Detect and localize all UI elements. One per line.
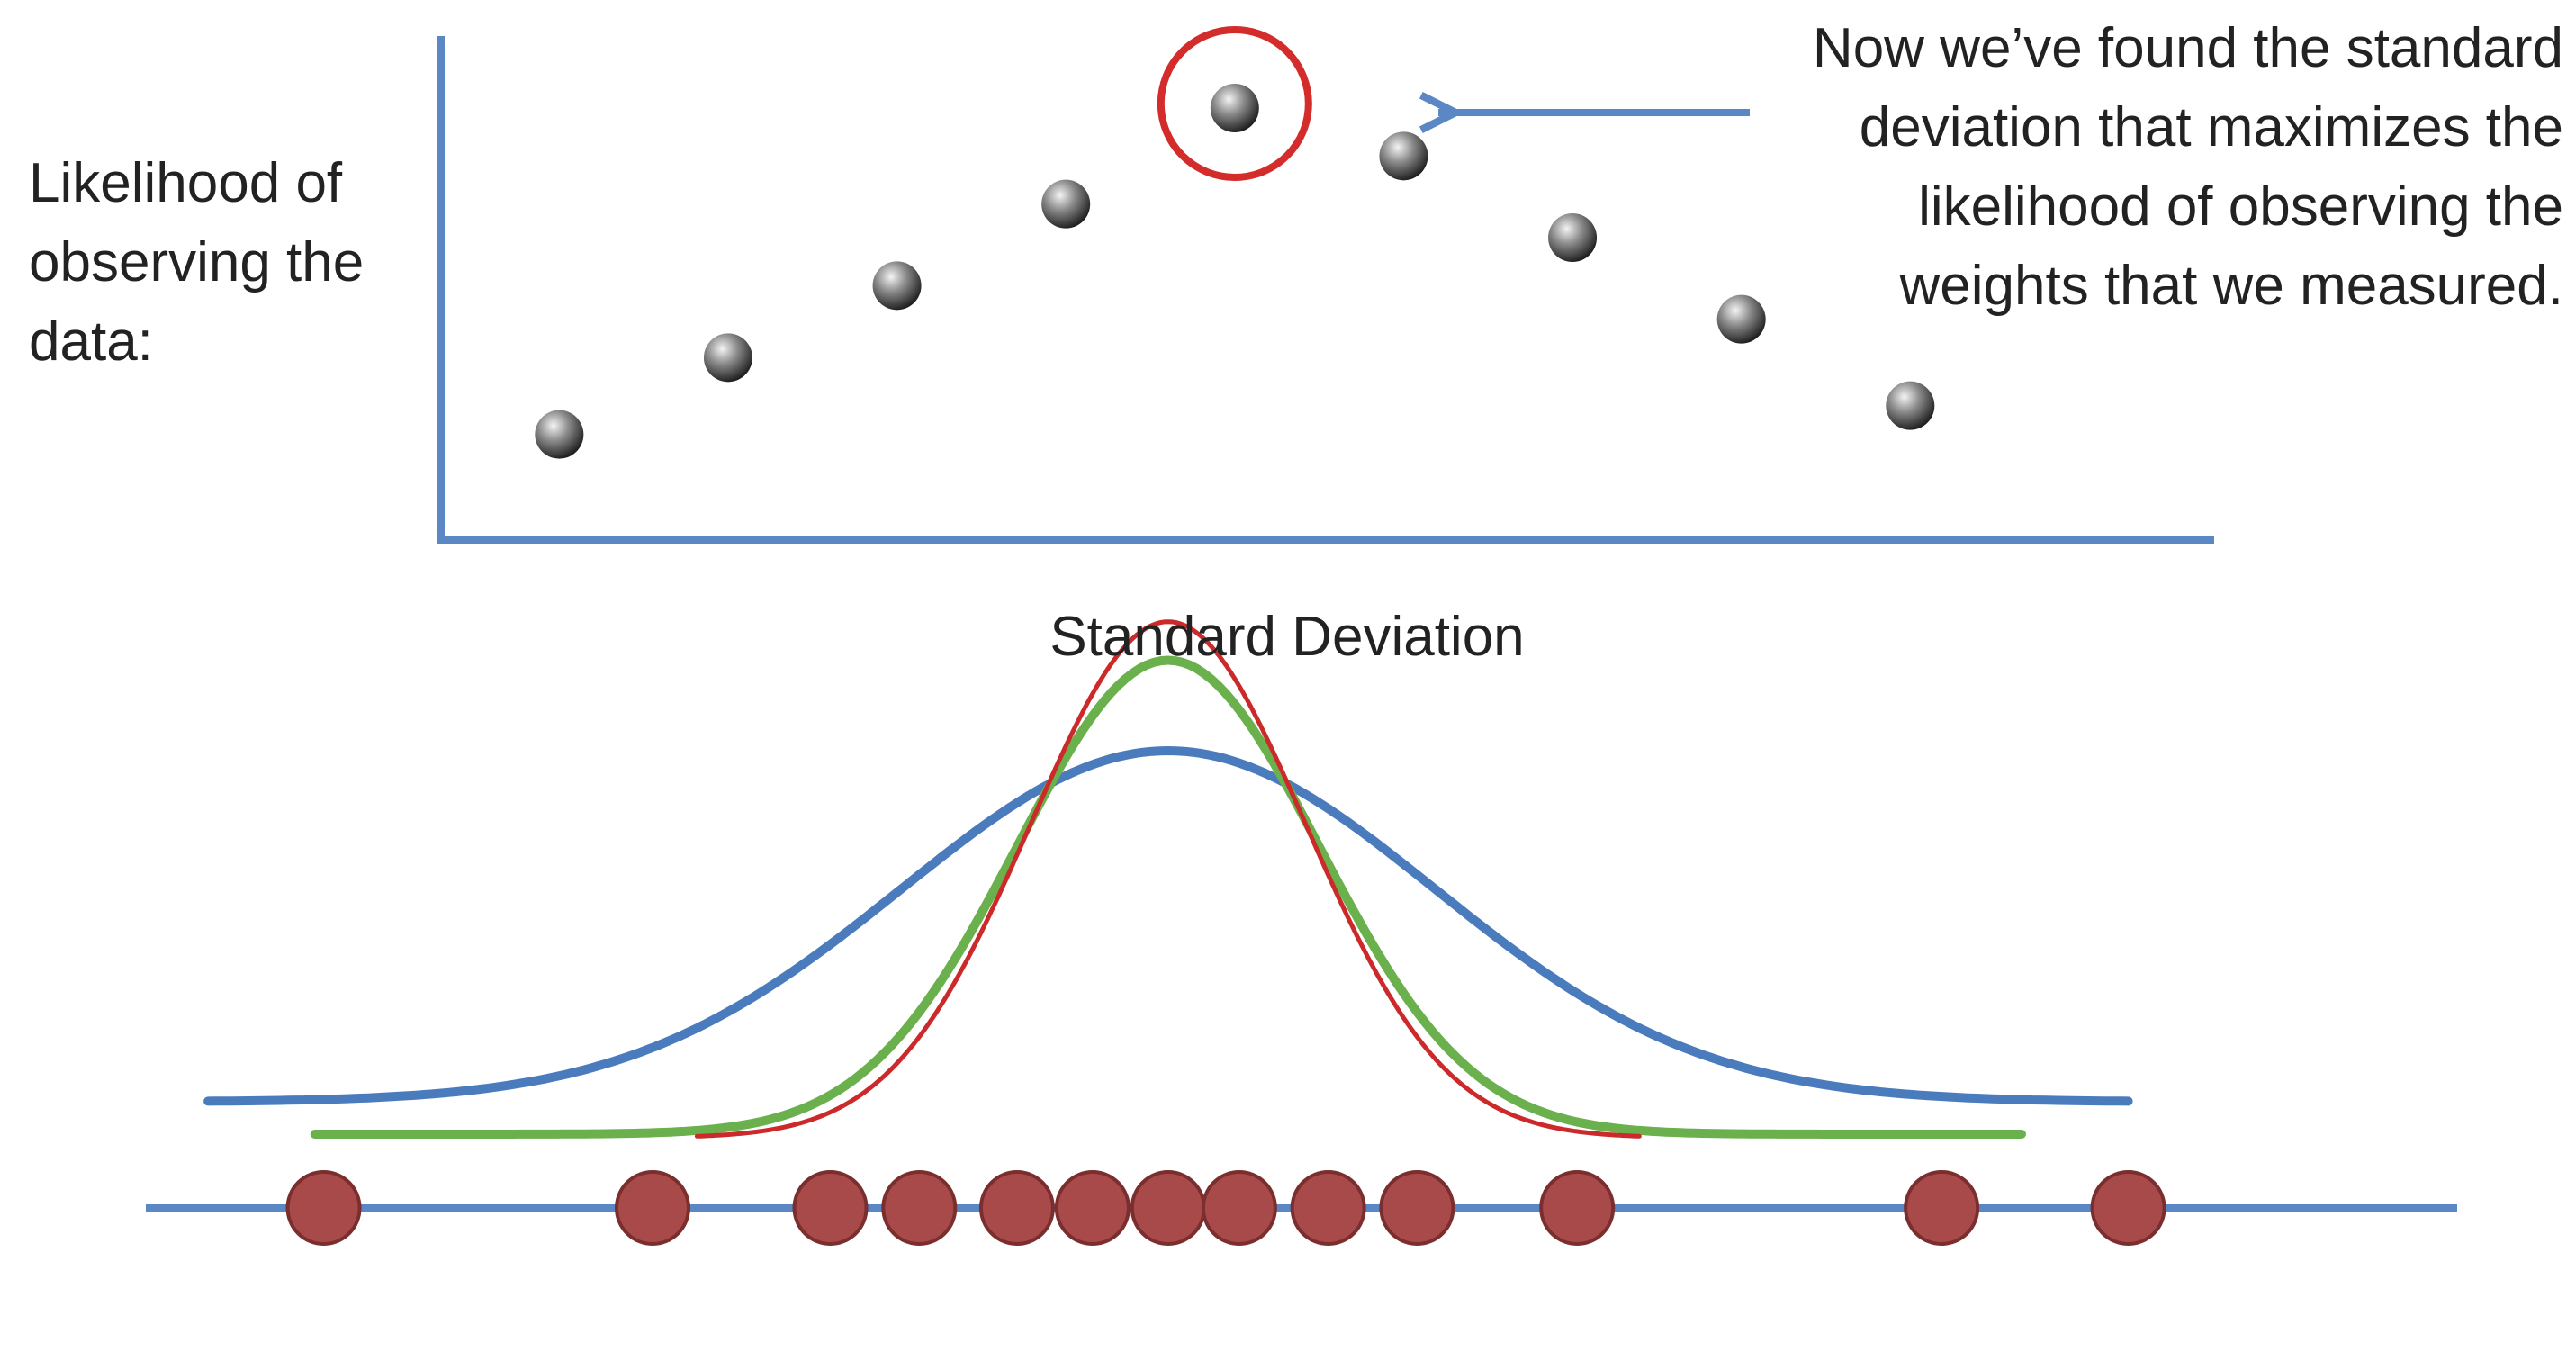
likelihood-points bbox=[535, 84, 1935, 459]
likelihood-point-2 bbox=[703, 333, 752, 383]
measurement-dot-2 bbox=[614, 1170, 690, 1246]
likelihood-point-4 bbox=[1041, 179, 1091, 229]
callout-line-4: weights that we measured. bbox=[1899, 255, 2564, 317]
callout-line-2: deviation that maximizes the bbox=[1859, 96, 2563, 158]
likelihood-point-5 bbox=[1210, 84, 1259, 132]
measurement-dot-10 bbox=[1379, 1170, 1455, 1246]
likelihood-point-3 bbox=[872, 261, 922, 311]
callout-line-1: Now we’ve found the standard bbox=[1812, 17, 2563, 79]
normal-curve-3 bbox=[694, 619, 1642, 1139]
y-axis-label-line-3: data: bbox=[29, 311, 153, 373]
normal-curves bbox=[203, 619, 2133, 1139]
measurement-dot-5 bbox=[978, 1170, 1055, 1246]
likelihood-point-1 bbox=[535, 410, 584, 459]
normal-curve-1 bbox=[203, 745, 2133, 1106]
x-axis-label: Standard Deviation bbox=[1049, 606, 1525, 668]
measurement-dot-6 bbox=[1054, 1170, 1130, 1246]
measurement-dot-11 bbox=[1539, 1170, 1616, 1246]
likelihood-point-9 bbox=[1886, 381, 1935, 430]
callout-line-3: likelihood of observing the bbox=[1918, 176, 2563, 238]
y-axis-label-line-2: observing the bbox=[29, 231, 365, 293]
measurement-dot-13 bbox=[2090, 1170, 2166, 1246]
measurement-dots bbox=[285, 1170, 2166, 1246]
likelihood-point-7 bbox=[1548, 213, 1598, 262]
callout-text: Now we’ve found the standard deviation t… bbox=[1663, 9, 2563, 326]
measurement-dot-4 bbox=[881, 1170, 958, 1246]
y-axis-label-line-1: Likelihood of bbox=[29, 152, 343, 214]
measurement-dot-1 bbox=[285, 1170, 362, 1246]
measurement-dot-3 bbox=[792, 1170, 869, 1246]
measurement-dot-7 bbox=[1130, 1170, 1206, 1246]
measurement-dot-8 bbox=[1201, 1170, 1277, 1246]
measurement-dot-12 bbox=[1904, 1170, 1980, 1246]
measurement-dot-9 bbox=[1290, 1170, 1366, 1246]
normal-curve-2 bbox=[310, 655, 2026, 1139]
likelihood-point-6 bbox=[1379, 131, 1428, 181]
highlight-circle bbox=[1157, 26, 1312, 181]
likelihood-point-8 bbox=[1716, 294, 1766, 344]
y-axis-label: Likelihood of observing the data: bbox=[29, 144, 425, 382]
